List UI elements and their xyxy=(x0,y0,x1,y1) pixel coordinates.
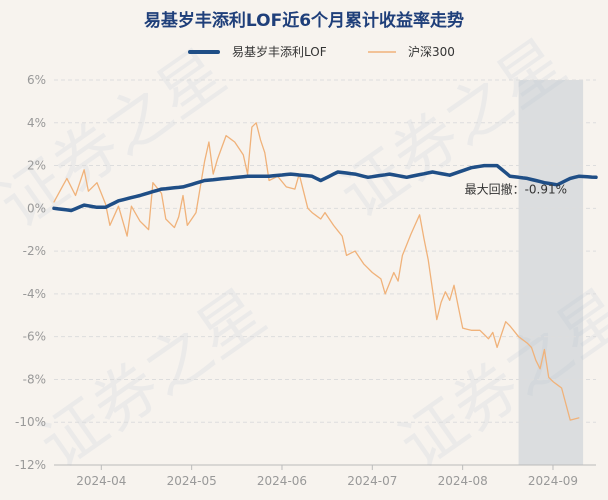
y-tick-label: 2% xyxy=(27,159,46,173)
plot-area: 6% 4% 2% 0% -2% -4% -6% -8% -10% -12% 2024-04 2024-… xyxy=(15,73,598,488)
series-line-fund xyxy=(52,163,598,213)
x-tick-label: 2024-07 xyxy=(347,474,397,488)
y-tick-label: -4% xyxy=(23,287,46,301)
y-tick-label: 4% xyxy=(27,116,46,130)
drawdown-label: 最大回撤：-0.91% xyxy=(465,181,567,196)
watermark-group: 证券之星 证券之星 证券之星 证券之星 xyxy=(0,26,608,483)
legend-label-fund[interactable]: 易基岁丰添利LOF xyxy=(232,44,327,59)
x-tick-label: 2024-06 xyxy=(257,474,307,488)
y-tick-label: -8% xyxy=(23,372,46,386)
series-line-index xyxy=(53,122,580,421)
legend: 易基岁丰添利LOF 沪深300 xyxy=(188,44,455,59)
y-tick-label: -12% xyxy=(15,458,46,472)
y-tick-label: -2% xyxy=(23,244,46,258)
x-tick-label: 2024-04 xyxy=(76,474,126,488)
drawdown-band xyxy=(518,80,584,465)
legend-label-index[interactable]: 沪深300 xyxy=(408,45,455,59)
x-tick-label: 2024-05 xyxy=(167,474,217,488)
x-tick-label: 2024-08 xyxy=(438,474,488,488)
y-tick-label: 6% xyxy=(27,73,46,87)
y-tick-label: -10% xyxy=(15,415,46,429)
x-tick-label: 2024-09 xyxy=(528,474,578,488)
y-tick-label: -6% xyxy=(23,330,46,344)
y-tick-label: 0% xyxy=(27,201,46,215)
chart-title: 易基岁丰添利LOF近6个月累计收益率走势 xyxy=(144,10,464,31)
